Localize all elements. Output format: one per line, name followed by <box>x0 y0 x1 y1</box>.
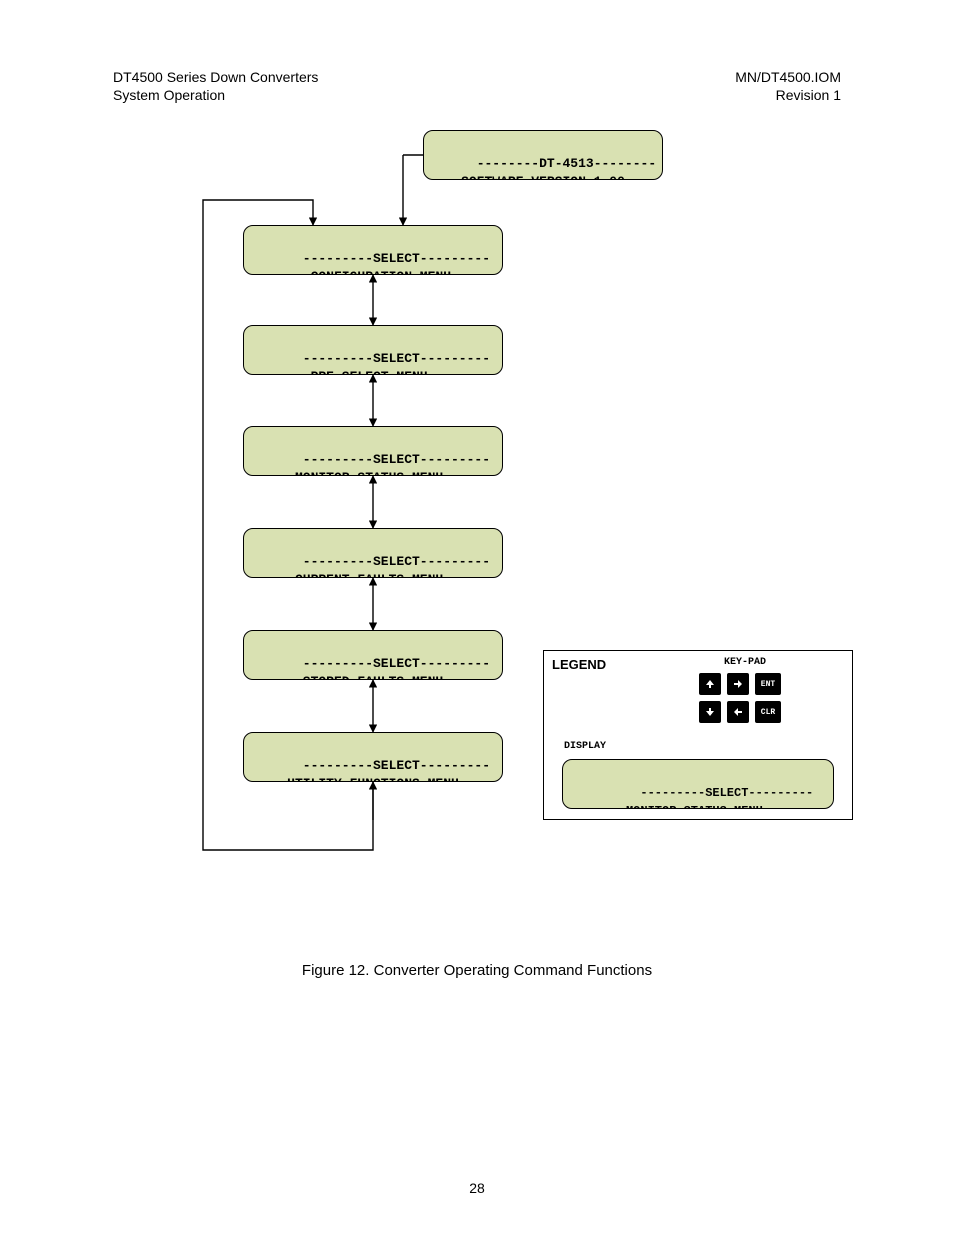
node-line: ---------SELECT--------- <box>640 786 813 800</box>
node-line: -SOFTWARE VERSION-1.00- <box>453 174 632 180</box>
flow-node-config: ---------SELECT--------- ----CONFIGURATIO… <box>243 225 503 275</box>
page-number: 28 <box>0 1180 954 1196</box>
node-line: ---------SELECT--------- <box>303 758 490 773</box>
node-line: --CURRENT-FAULTS-MENU--- <box>279 572 466 578</box>
left-icon <box>727 701 749 723</box>
node-line: --MONITOR-STATUS-MENU--- <box>612 804 785 809</box>
node-line: ---STORED-FAULTS-MENU--- <box>279 674 466 680</box>
flow-node-faults: ---------SELECT--------- --CURRENT-FAULTS… <box>243 528 503 578</box>
header-left-line1: DT4500 Series Down Converters <box>113 69 318 85</box>
header-right-line2: Revision 1 <box>776 87 841 103</box>
key-label: CLR <box>761 708 775 717</box>
header-right-line1: MN/DT4500.IOM <box>735 69 841 85</box>
node-line: ---------SELECT--------- <box>303 554 490 569</box>
flow-node-utility: ---------SELECT--------- -UTILITY-FUNCTIO… <box>243 732 503 782</box>
legend-title: LEGEND <box>552 657 606 672</box>
right-icon <box>727 673 749 695</box>
figure-caption: Figure 12. Converter Operating Command F… <box>0 962 954 979</box>
node-line: ----PRE-SELECT MENU----- <box>279 369 466 375</box>
node-line: ---------SELECT--------- <box>303 656 490 671</box>
node-line: ---------SELECT--------- <box>303 251 490 266</box>
down-icon <box>699 701 721 723</box>
node-line: --------DT-4513-------- <box>477 156 656 171</box>
page: DT4500 Series Down Converters System Ope… <box>0 0 954 1235</box>
flow-node-stored: ---------SELECT--------- ---STORED-FAULTS… <box>243 630 503 680</box>
legend-display-label: DISPLAY <box>564 741 606 752</box>
header-left-line2: System Operation <box>113 87 225 103</box>
legend-keypad-label: KEY-PAD <box>724 657 766 668</box>
ent-key: ENT <box>755 673 781 695</box>
legend-display-node: ---------SELECT--------- --MONITOR-STATUS… <box>562 759 834 809</box>
node-line: ---------SELECT--------- <box>303 452 490 467</box>
header-right: MN/DT4500.IOM Revision 1 <box>735 68 841 104</box>
flow-diagram: --------DT-4513-------- -SOFTWARE VERSION… <box>113 130 853 950</box>
node-line: ---------SELECT--------- <box>303 351 490 366</box>
flow-node-preselect: ---------SELECT--------- ----PRE-SELECT M… <box>243 325 503 375</box>
up-icon <box>699 673 721 695</box>
flow-node-title: --------DT-4513-------- -SOFTWARE VERSION… <box>423 130 663 180</box>
node-line: --MONITOR-STATUS-MENU--- <box>279 470 466 476</box>
key-label: ENT <box>761 680 775 689</box>
legend: LEGEND KEY-PAD DISPLAY ENT CLR <box>543 650 853 820</box>
node-line: ----CONFIGURATION-MENU-- <box>279 269 466 275</box>
clr-key: CLR <box>755 701 781 723</box>
flow-node-monitor: ---------SELECT--------- --MONITOR-STATUS… <box>243 426 503 476</box>
node-line: -UTILITY-FUNCTIONS-MENU- <box>279 776 466 782</box>
header-left: DT4500 Series Down Converters System Ope… <box>113 68 318 104</box>
